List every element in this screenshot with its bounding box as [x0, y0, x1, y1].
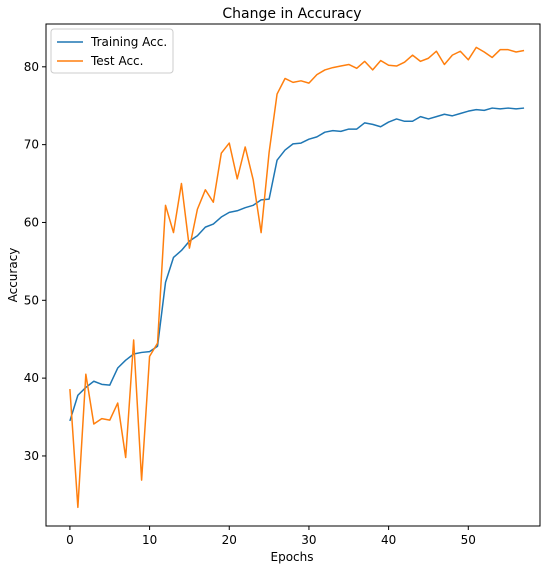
x-axis-label: Epochs	[271, 550, 314, 564]
chart-title: Change in Accuracy	[222, 6, 361, 22]
x-tick-label: 30	[301, 533, 316, 547]
axes-frame	[45, 23, 541, 527]
y-tick-label: 50	[24, 293, 39, 307]
legend-box	[50, 28, 174, 74]
y-tick-label: 80	[24, 60, 39, 74]
y-axis: 30 40 50 60 70 80	[24, 60, 46, 463]
x-tick-label: 50	[461, 533, 476, 547]
x-tick-label: 10	[142, 533, 157, 547]
plot-area	[45, 23, 541, 527]
legend: Training Acc. Test Acc.	[50, 28, 174, 74]
y-tick-label: 70	[24, 138, 39, 152]
x-tick-label: 0	[66, 533, 74, 547]
y-axis-label: Accuracy	[6, 248, 20, 303]
x-tick-label: 20	[222, 533, 237, 547]
x-tick-label: 40	[381, 533, 396, 547]
y-tick-label: 40	[24, 371, 39, 385]
legend-label: Training Acc.	[90, 35, 167, 49]
x-axis: 0 10 20 30 40 50	[66, 526, 476, 547]
series-layer	[69, 46, 525, 509]
series-line-training-acc	[69, 107, 525, 422]
series-line-test-acc	[69, 46, 525, 509]
y-tick-label: 30	[24, 449, 39, 463]
y-tick-label: 60	[24, 215, 39, 229]
legend-label: Test Acc.	[90, 54, 143, 68]
